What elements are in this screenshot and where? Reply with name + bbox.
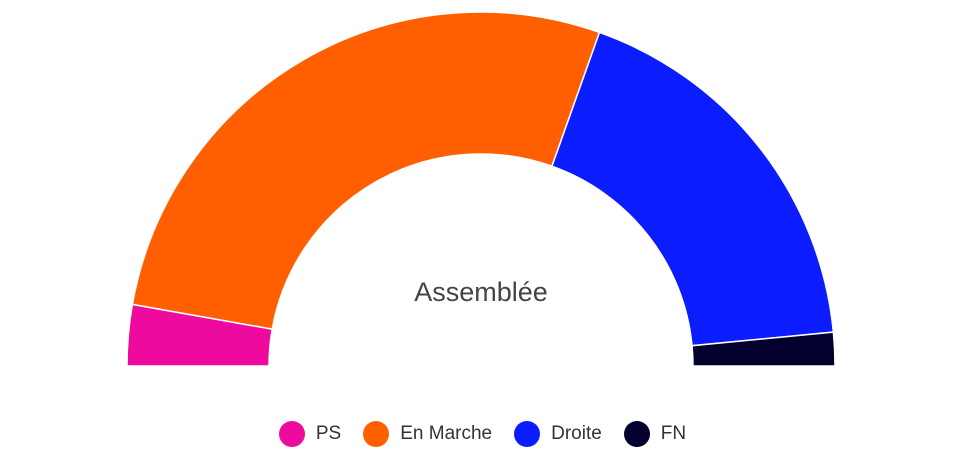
center-label: Assemblée bbox=[414, 277, 548, 307]
chart-slices bbox=[126, 11, 836, 367]
legend-label: En Marche bbox=[400, 423, 493, 444]
legend-item-en-marche[interactable]: En Marche bbox=[363, 421, 492, 447]
legend-swatch bbox=[278, 421, 305, 447]
legend-swatch bbox=[363, 421, 390, 447]
slice-en-marche[interactable] bbox=[131, 11, 601, 330]
chart-legend: PS En Marche Droite FN bbox=[0, 421, 965, 447]
legend-label: Droite bbox=[551, 423, 602, 444]
legend-item-droite[interactable]: Droite bbox=[514, 421, 602, 447]
legend-item-ps[interactable]: PS bbox=[278, 421, 342, 447]
legend-swatch bbox=[514, 421, 541, 447]
slice-fn[interactable] bbox=[691, 331, 836, 367]
legend-label: FN bbox=[660, 423, 687, 444]
slice-droite[interactable] bbox=[550, 31, 835, 347]
legend-item-fn[interactable]: FN bbox=[623, 421, 687, 447]
legend-swatch bbox=[623, 421, 650, 447]
legend-label: PS bbox=[315, 423, 342, 444]
